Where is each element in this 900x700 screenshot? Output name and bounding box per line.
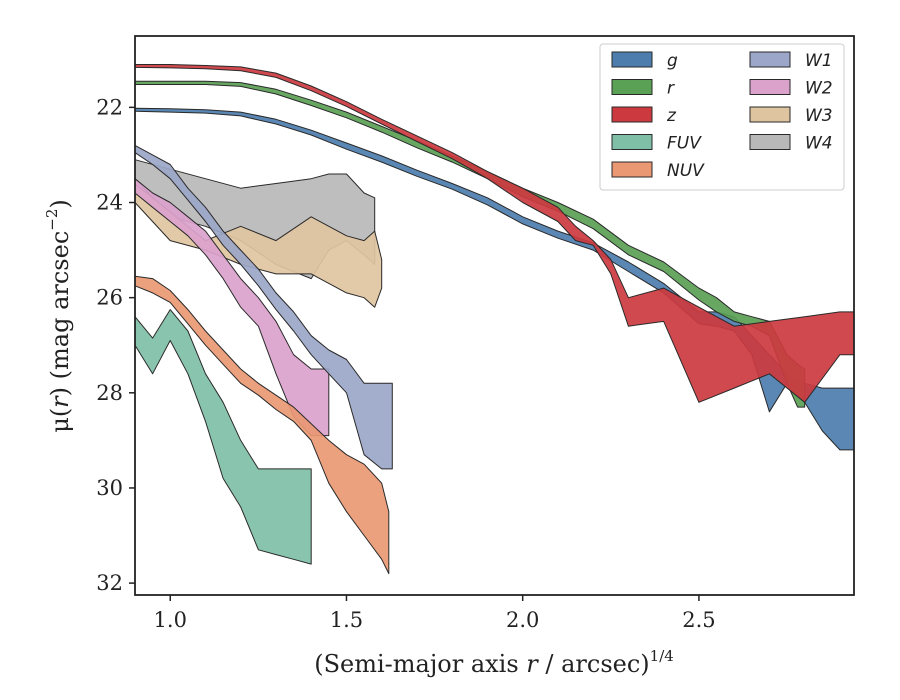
legend-label-w1: W1 <box>805 51 833 71</box>
band-w1 <box>134 144 393 470</box>
legend-swatch-r <box>611 79 653 95</box>
x-tick-label: 2.5 <box>682 608 715 632</box>
band-nuv <box>134 275 390 575</box>
legend-swatch-nuv <box>611 161 653 178</box>
legend-swatch-w3 <box>749 106 791 123</box>
legend-swatch-g <box>611 51 653 68</box>
plot-frame <box>134 35 855 596</box>
legend-swatch-z <box>611 106 653 123</box>
y-tick-label: 24 <box>96 191 123 215</box>
band-group <box>134 64 855 575</box>
legend-label-w4: W4 <box>805 134 833 154</box>
x-axis-label: (Semi-major axis r / arcsec)1/4 <box>314 647 674 678</box>
legend-swatch-w4 <box>749 134 791 150</box>
x-tick-label: 1.5 <box>330 608 363 632</box>
y-tick-label: 26 <box>96 286 123 310</box>
y-tick-label: 32 <box>96 571 123 595</box>
band-w2 <box>134 178 330 437</box>
legend-swatch-fuv <box>611 134 653 150</box>
legend-label-fuv: FUV <box>667 134 702 154</box>
legend-label-nuv: NUV <box>667 161 705 181</box>
legend-label-w3: W3 <box>805 106 833 126</box>
legend-swatch-w1 <box>749 51 791 68</box>
y-tick-label: 30 <box>96 476 123 500</box>
legend-label-r: r <box>667 79 675 99</box>
tick-group: 1.0 1.5 2.0 2.5 22 24 26 28 30 32 <box>96 95 715 632</box>
y-tick-label: 22 <box>96 95 123 119</box>
legend-swatch-w2 <box>749 79 791 95</box>
legend-label-z: z <box>666 106 677 126</box>
y-tick-label: 28 <box>96 381 123 405</box>
band-fuv <box>134 309 312 565</box>
x-tick-label: 1.0 <box>154 608 187 632</box>
legend: grz FUV NUV W1 W2 W3 W4 <box>599 43 845 191</box>
y-axis-label: μ(r) (mag arcsec−2) <box>43 199 74 433</box>
legend-label-w2: W2 <box>805 79 833 99</box>
legend-label-g: g <box>667 51 678 71</box>
x-tick-label: 2.0 <box>506 608 539 632</box>
